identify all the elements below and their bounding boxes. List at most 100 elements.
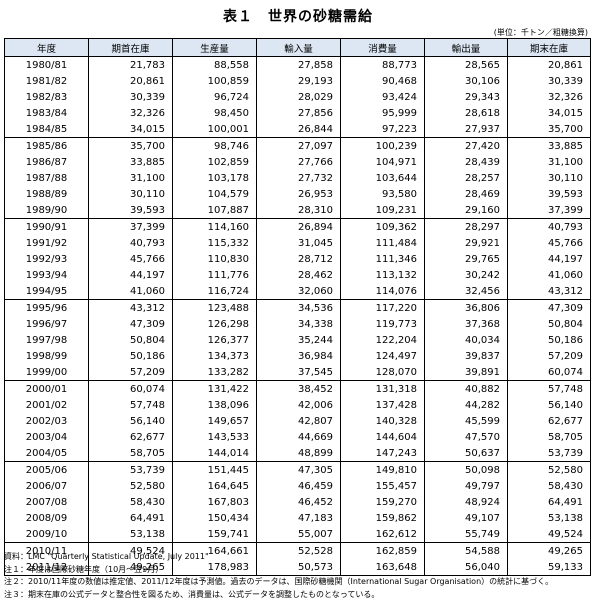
cell-exports: 30,106	[424, 73, 508, 89]
table-row: 2011/12 49,265 178,983 50,573 163,648 56,040 5…	[4, 559, 591, 576]
cell-year: 2008/09	[4, 510, 89, 526]
cell-imports: 42,006	[256, 397, 341, 413]
cell-production: 100,859	[172, 73, 257, 89]
cell-production: 114,160	[172, 218, 257, 235]
cell-imports: 28,462	[256, 267, 341, 283]
table-row: 2010/11 49,524 164,661 52,528 162,859 54,588 4…	[4, 542, 591, 559]
sugar-supply-demand-table: 年度 期首在庫 生産量 輸入量 消費量 輸出量 期末在庫 1980/81 21,7…	[4, 38, 591, 576]
cell-exports: 48,924	[424, 494, 508, 510]
cell-consumption: 149,810	[340, 461, 425, 478]
cell-opening-stock: 34,015	[88, 121, 173, 138]
cell-production: 164,645	[172, 478, 257, 494]
cell-imports: 26,894	[256, 218, 341, 235]
table-row: 1980/81 21,783 88,558 27,858 88,773 28,565 20,…	[4, 56, 591, 73]
source-note: 資料：LMC "Quarterly Statistical Update, Ju…	[4, 552, 209, 561]
cell-consumption: 90,468	[340, 73, 425, 89]
cell-consumption: 111,484	[340, 235, 425, 251]
cell-consumption: 137,428	[340, 397, 425, 413]
cell-exports: 40,034	[424, 332, 508, 348]
cell-year: 2002/03	[4, 413, 89, 429]
cell-production: 100,001	[172, 121, 257, 138]
cell-production: 104,579	[172, 186, 257, 202]
cell-opening-stock: 53,739	[88, 461, 173, 478]
cell-year: 1998/99	[4, 348, 89, 364]
header-row: 年度 期首在庫 生産量 輸入量 消費量 輸出量 期末在庫	[4, 38, 591, 57]
cell-year: 1992/93	[4, 251, 89, 267]
cell-closing-stock: 31,100	[507, 154, 591, 170]
cell-opening-stock: 37,399	[88, 218, 173, 235]
cell-closing-stock: 49,265	[507, 542, 591, 559]
cell-consumption: 140,328	[340, 413, 425, 429]
cell-year: 1990/91	[4, 218, 89, 235]
cell-production: 144,014	[172, 445, 257, 462]
cell-production: 143,533	[172, 429, 257, 445]
cell-consumption: 147,243	[340, 445, 425, 462]
cell-production: 103,178	[172, 170, 257, 186]
cell-closing-stock: 47,309	[507, 299, 591, 316]
table-row: 1990/91 37,399 114,160 26,894 109,362 28,297 4…	[4, 218, 591, 235]
cell-imports: 28,029	[256, 89, 341, 105]
table-row: 2005/06 53,739 151,445 47,305 149,810 50,098 5…	[4, 461, 591, 478]
cell-production: 111,776	[172, 267, 257, 283]
cell-closing-stock: 20,861	[507, 56, 591, 73]
cell-exports: 44,282	[424, 397, 508, 413]
cell-consumption: 109,362	[340, 218, 425, 235]
cell-imports: 27,097	[256, 137, 341, 154]
cell-exports: 55,749	[424, 526, 508, 543]
cell-consumption: 103,644	[340, 170, 425, 186]
cell-year: 1995/96	[4, 299, 89, 316]
cell-consumption: 131,318	[340, 380, 425, 397]
cell-year: 1981/82	[4, 73, 89, 89]
cell-imports: 34,338	[256, 316, 341, 332]
cell-opening-stock: 41,060	[88, 283, 173, 300]
table-row: 1998/99 50,186 134,373 36,984 124,497 39,837 5…	[4, 348, 591, 364]
table-row: 2000/01 60,074 131,422 38,452 131,318 40,882 5…	[4, 380, 591, 397]
cell-exports: 30,242	[424, 267, 508, 283]
cell-year: 2007/08	[4, 494, 89, 510]
table-row: 1994/95 41,060 116,724 32,060 114,076 32,456 4…	[4, 283, 591, 300]
cell-year: 1999/00	[4, 364, 89, 381]
cell-closing-stock: 33,885	[507, 137, 591, 154]
note-3: 注３：期末在庫の公式データと整合性を図るため、消費量は、公式データを調整したもの…	[4, 589, 380, 599]
cell-opening-stock: 21,783	[88, 56, 173, 73]
table-row: 2008/09 64,491 150,434 47,183 159,862 49,107 5…	[4, 510, 591, 526]
cell-consumption: 119,773	[340, 316, 425, 332]
col-header-exports: 輸出量	[424, 38, 508, 57]
cell-consumption: 95,999	[340, 105, 425, 121]
col-header-consumption: 消費量	[340, 38, 425, 57]
cell-year: 1991/92	[4, 235, 89, 251]
cell-exports: 50,098	[424, 461, 508, 478]
note-2: 注２：2010/11年度の数値は推定値、2011/12年度は予測値。過去のデータ…	[4, 577, 554, 587]
cell-production: 133,282	[172, 364, 257, 381]
cell-closing-stock: 50,804	[507, 316, 591, 332]
cell-imports: 47,183	[256, 510, 341, 526]
cell-imports: 27,732	[256, 170, 341, 186]
cell-opening-stock: 39,593	[88, 202, 173, 219]
cell-closing-stock: 57,748	[507, 380, 591, 397]
cell-year: 1988/89	[4, 186, 89, 202]
cell-production: 98,746	[172, 137, 257, 154]
cell-exports: 28,439	[424, 154, 508, 170]
cell-closing-stock: 30,339	[507, 73, 591, 89]
cell-consumption: 159,862	[340, 510, 425, 526]
table-row: 2009/10 53,138 159,741 55,007 162,612 55,749 4…	[4, 526, 591, 543]
table-row: 1987/88 31,100 103,178 27,732 103,644 28,257 3…	[4, 170, 591, 186]
cell-year: 2009/10	[4, 526, 89, 543]
cell-closing-stock: 60,074	[507, 364, 591, 381]
cell-year: 2000/01	[4, 380, 89, 397]
cell-exports: 28,565	[424, 56, 508, 73]
cell-closing-stock: 57,209	[507, 348, 591, 364]
cell-closing-stock: 59,133	[507, 559, 591, 576]
cell-closing-stock: 45,766	[507, 235, 591, 251]
cell-opening-stock: 31,100	[88, 170, 173, 186]
cell-closing-stock: 32,326	[507, 89, 591, 105]
table-row: 1988/89 30,110 104,579 26,953 93,580 28,469 39…	[4, 186, 591, 202]
cell-consumption: 104,971	[340, 154, 425, 170]
cell-exports: 28,257	[424, 170, 508, 186]
cell-production: 88,558	[172, 56, 257, 73]
cell-production: 96,724	[172, 89, 257, 105]
cell-consumption: 100,239	[340, 137, 425, 154]
cell-consumption: 122,204	[340, 332, 425, 348]
col-header-production: 生産量	[172, 38, 257, 57]
cell-imports: 35,244	[256, 332, 341, 348]
